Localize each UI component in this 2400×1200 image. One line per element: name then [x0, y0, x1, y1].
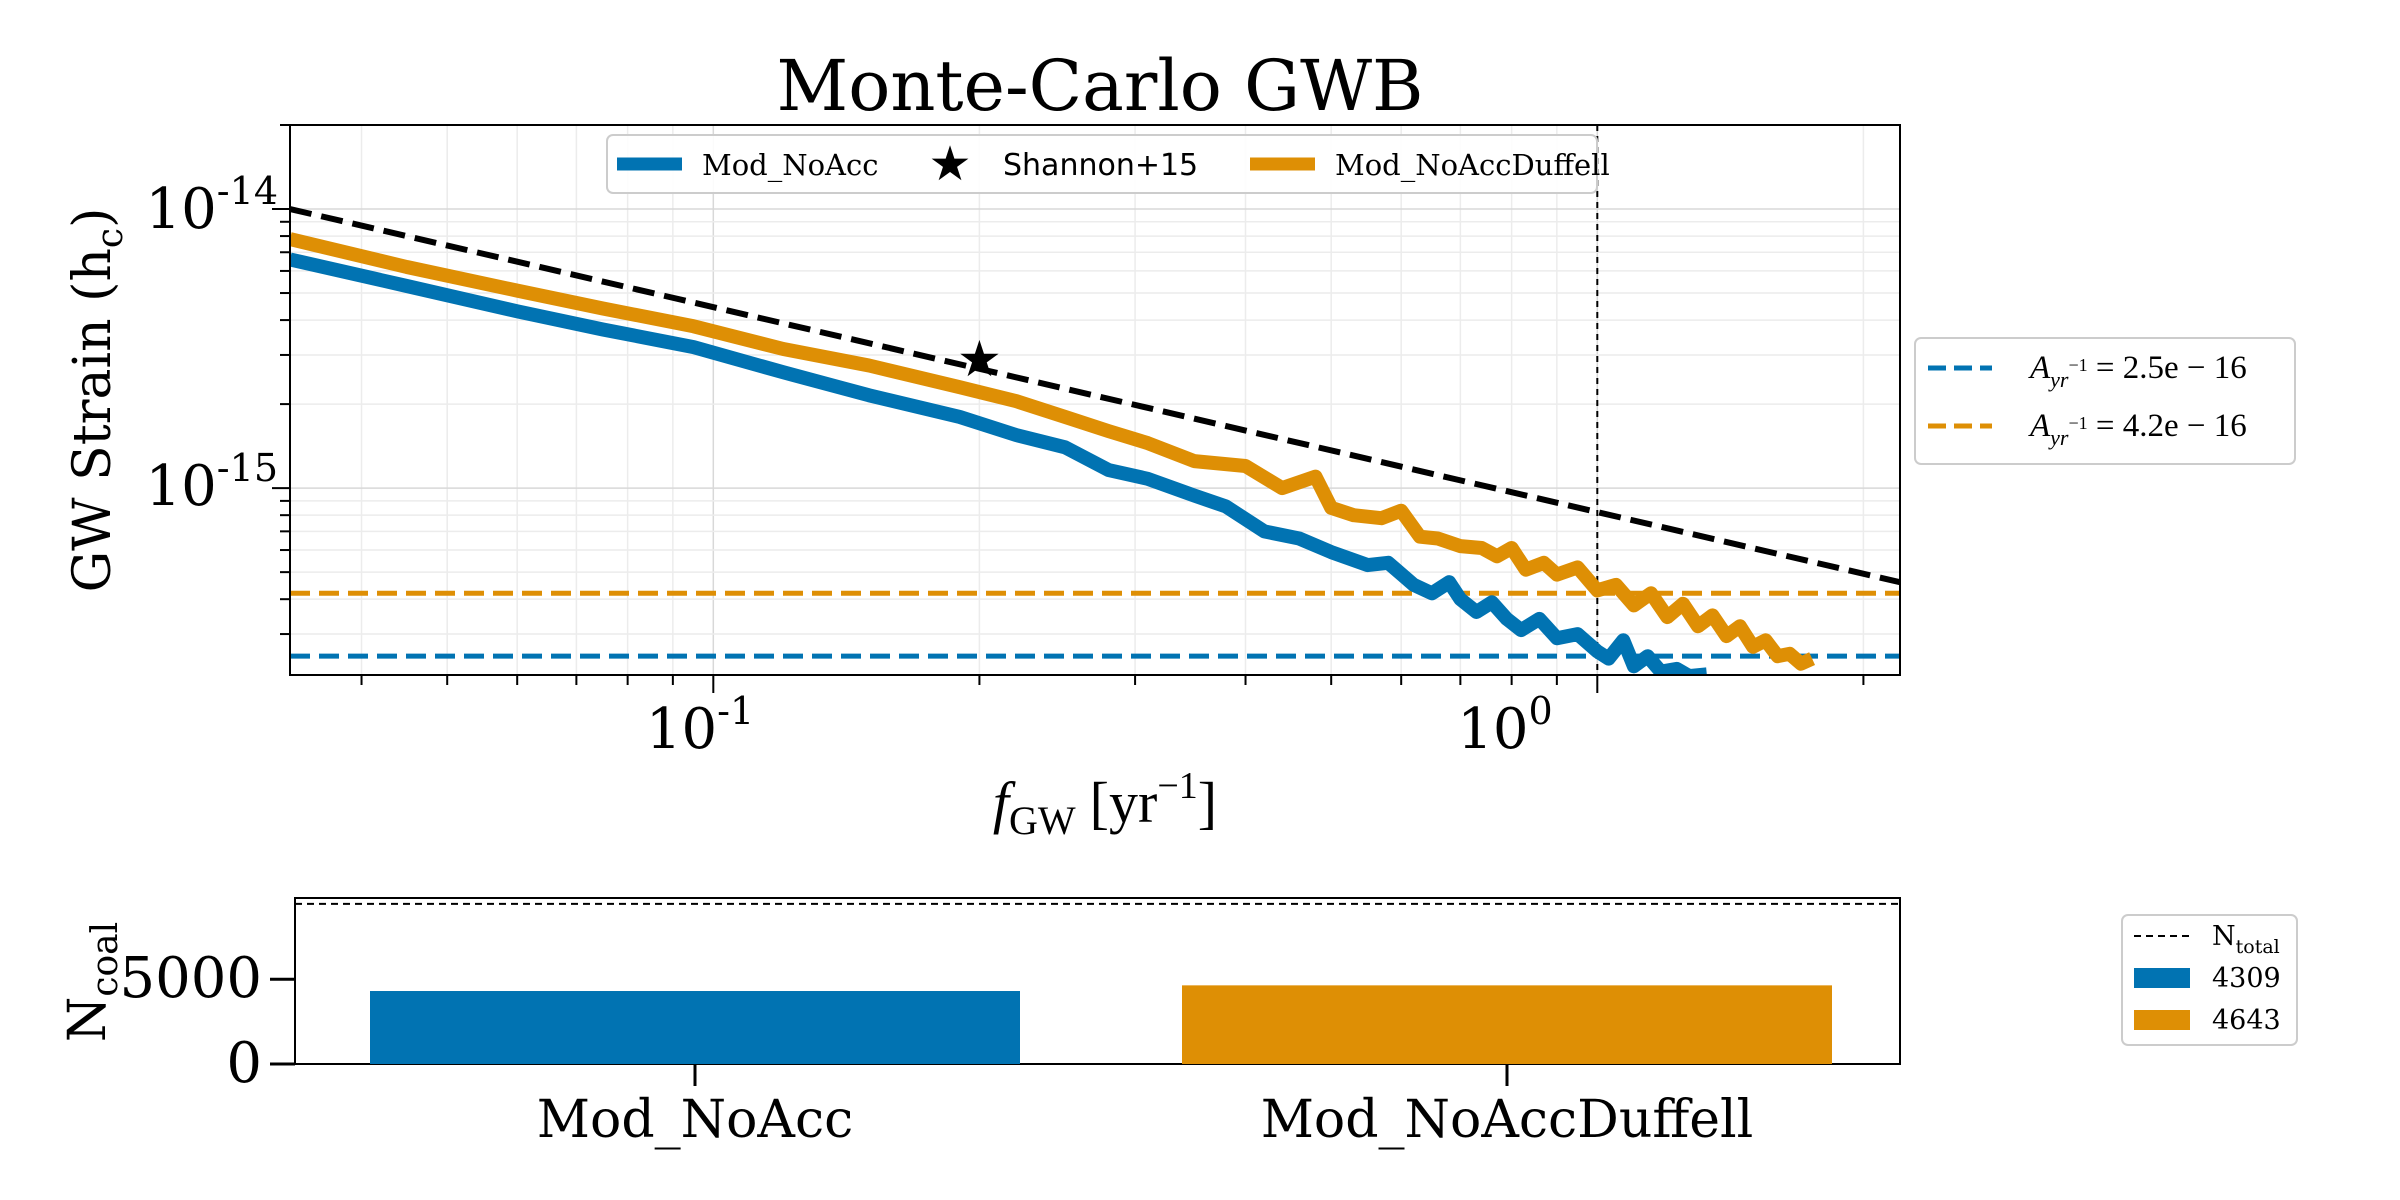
legend-label-blue: 4309	[2212, 963, 2281, 994]
legend-swatch-orange	[2134, 1010, 2190, 1030]
y-tick-label: 0	[226, 1031, 262, 1096]
legend-label-mod-noacc: Mod_NoAcc	[702, 148, 878, 183]
y-tick-label: 10-15	[146, 446, 278, 519]
legend-frame	[1914, 337, 2296, 465]
legend-frame	[606, 134, 1598, 194]
y-tick-label: 5000	[119, 946, 262, 1011]
plot-series: ★	[290, 125, 1900, 675]
plot-area-frame	[289, 124, 1901, 676]
chart-title: Monte-Carlo GWB	[777, 45, 1424, 127]
plot-area-background	[290, 125, 1900, 675]
bar-series	[270, 902, 1900, 1086]
x-tick-label: Mod_NoAcc	[537, 1090, 853, 1150]
legend-swatch-blue	[2134, 968, 2190, 988]
x-tick-label: Mod_NoAccDuffell	[1261, 1090, 1754, 1150]
x-axis-label: fGW [yr−1]	[993, 765, 1217, 843]
coalescence-chart: 0 5000 Mod_NoAcc Mod_NoAccDuffell Ncoal …	[58, 897, 2298, 1150]
legend-label-ntotal: Ntotal	[2212, 921, 2280, 958]
shannon-star-marker: ★	[957, 330, 1002, 388]
series-legend: Mod_NoAcc ★ Shannon+15 Mod_NoAccDuffell	[606, 134, 1610, 194]
legend-label-shannon: Shannon+15	[1003, 148, 1198, 183]
power-law-line	[290, 206, 1900, 586]
y-tick-label: 10-14	[146, 169, 278, 242]
series-line-mod-noaccduffell	[290, 232, 1816, 671]
legend-label-mod-noaccduffell: Mod_NoAccDuffell	[1335, 148, 1610, 183]
legend-label-amp-orange: Ayr−1 = 4.2e − 16	[2028, 408, 2247, 450]
x-tick-label: 10-1	[646, 689, 754, 762]
legend-marker-star-icon: ★	[928, 136, 971, 192]
bar-legend: Ntotal 4309 4643	[2121, 914, 2298, 1046]
legend-label-orange: 4643	[2212, 1005, 2281, 1036]
y-axis-label: GW Strain (hc)	[63, 208, 131, 593]
x-tick-label: 100	[1457, 689, 1552, 762]
legend-label-amp-blue: Ayr−1 = 2.5e − 16	[2028, 350, 2247, 392]
y-axis-label: Ncoal	[58, 922, 126, 1042]
amplitude-legend: Ayr−1 = 2.5e − 16 Ayr−1 = 4.2e − 16	[1914, 337, 2296, 465]
axis-ticks	[272, 124, 1865, 693]
strain-chart: Monte-Carlo GWB ★ 10-1 100 10-14 10-15 f…	[63, 45, 2296, 843]
series-line-mod-noacc	[290, 252, 1707, 675]
bar-mod-noacc	[370, 991, 1020, 1064]
bar-mod-noaccduffell	[1182, 985, 1832, 1064]
